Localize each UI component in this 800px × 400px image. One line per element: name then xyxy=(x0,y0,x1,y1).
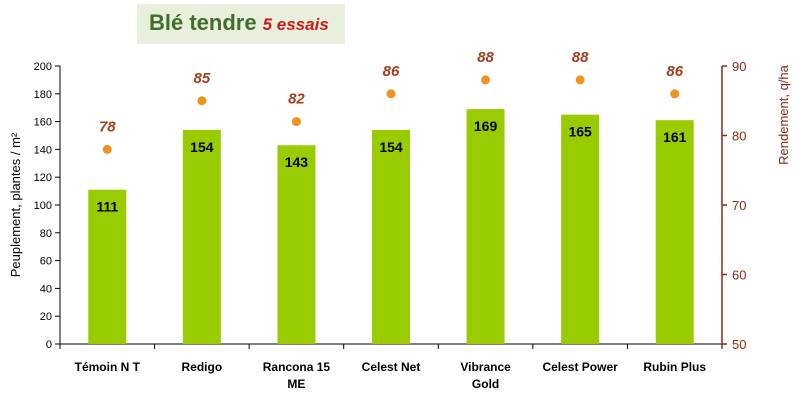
left-tick-label: 20 xyxy=(40,311,52,323)
category-label: Redigo xyxy=(182,360,223,374)
category-label: ME xyxy=(287,377,305,391)
left-tick-label: 120 xyxy=(34,172,52,184)
yield-point xyxy=(197,96,207,106)
bars-group: 111 154 143 154 169 165 161 xyxy=(88,109,694,345)
y-axis-title-right: Rendement, q/ha xyxy=(776,64,791,165)
yield-point xyxy=(291,117,301,127)
right-tick-label: 70 xyxy=(732,198,746,213)
left-tick-label: 80 xyxy=(40,228,52,240)
bar-value-label: 143 xyxy=(285,154,309,170)
bar xyxy=(88,189,127,344)
yield-point xyxy=(481,75,491,85)
left-tick-label: 140 xyxy=(34,144,52,156)
left-tick-label: 200 xyxy=(34,61,52,73)
left-tick-label: 60 xyxy=(40,256,52,268)
bar xyxy=(655,120,694,345)
right-tick-label: 50 xyxy=(732,337,746,352)
category-label: Celest Power xyxy=(542,360,618,374)
points-group: 78 85 82 86 88 88 86 xyxy=(99,49,684,154)
bar-value-label: 169 xyxy=(474,118,498,134)
bar-value-label: 154 xyxy=(379,139,403,155)
left-tick-label: 100 xyxy=(34,200,52,212)
y-axis-title-left: Peuplement, plantes / m² xyxy=(8,132,23,277)
right-tick-label: 90 xyxy=(732,59,746,74)
bar-value-label: 154 xyxy=(190,139,214,155)
yield-value-label: 88 xyxy=(477,49,494,66)
bar-value-label: 111 xyxy=(96,199,118,215)
yield-value-label: 86 xyxy=(383,63,400,80)
yield-point xyxy=(386,89,396,99)
bar xyxy=(372,129,410,344)
yield-point xyxy=(102,144,112,154)
chart-title: Blé tendre 5 essais xyxy=(149,10,329,36)
yield-value-label: 88 xyxy=(572,49,589,66)
left-axis: 0 20 40 60 80 100 120 140 160 180 200 xyxy=(34,61,723,351)
yield-value-label: 86 xyxy=(666,63,683,80)
chart-title-text: Blé tendre xyxy=(149,10,257,35)
category-label: Celest Net xyxy=(362,360,421,374)
chart-title-box: Blé tendre 5 essais xyxy=(137,4,345,44)
category-label: Gold xyxy=(472,377,499,391)
bar-value-label: 165 xyxy=(568,124,592,140)
yield-point xyxy=(670,89,680,99)
left-tick-label: 180 xyxy=(34,89,52,101)
right-tick-label: 80 xyxy=(732,129,746,144)
bar xyxy=(277,145,316,344)
yield-value-label: 85 xyxy=(194,70,211,87)
category-label: Rubin Plus xyxy=(643,360,706,374)
chart-subtitle: 5 essais xyxy=(262,15,329,34)
category-label: Témoin N T xyxy=(75,360,141,374)
category-label: Rancona 15 xyxy=(263,360,331,374)
left-tick-label: 160 xyxy=(34,117,52,129)
yield-value-label: 78 xyxy=(99,118,116,135)
bar xyxy=(182,129,221,344)
right-tick-label: 60 xyxy=(732,268,746,283)
left-tick-label: 40 xyxy=(40,283,52,295)
bar xyxy=(466,109,505,344)
bar xyxy=(561,114,600,345)
left-tick-label: 0 xyxy=(46,339,52,351)
bar-value-label: 161 xyxy=(663,129,687,145)
category-label: Vibrance xyxy=(460,360,511,374)
right-axis: 50 60 70 80 90 xyxy=(721,59,746,352)
category-labels: Témoin N T Redigo Rancona 15 ME Celest Net Vi… xyxy=(75,360,707,391)
yield-value-label: 82 xyxy=(288,91,305,108)
yield-point xyxy=(575,75,585,85)
